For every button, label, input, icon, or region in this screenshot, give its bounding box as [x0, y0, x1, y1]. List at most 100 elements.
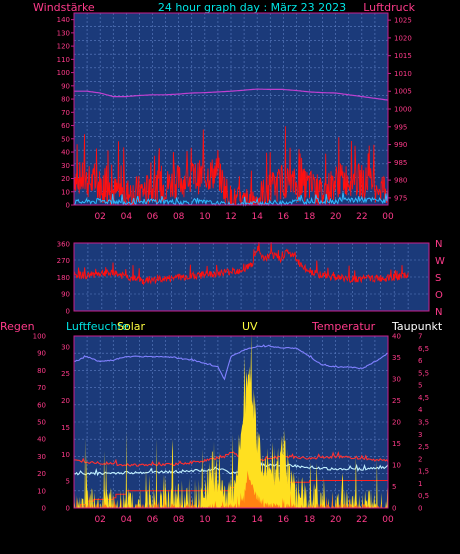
windstaerke-label: Windstärke [33, 1, 95, 14]
uv-tick-label: 6,5 [418, 345, 429, 353]
hour-tick-label: 00 [382, 212, 394, 222]
temperature-tick-label: 25 [392, 397, 401, 405]
humidity-tick-label: 0 [66, 505, 70, 513]
luftdruck-label: Luftdruck [363, 1, 415, 14]
uv-tick-label: 0,5 [418, 492, 429, 500]
pressure-tick-label: 1010 [394, 70, 412, 78]
wind-tick-label: 110 [57, 56, 70, 64]
regen-label: Regen [0, 320, 35, 333]
humidity-line [74, 344, 389, 381]
hour-tick-label: 10 [199, 212, 211, 222]
humidity-tick-label: 30 [61, 343, 70, 351]
wind-tick-label: 130 [57, 29, 70, 37]
temperature-tick-label: 15 [392, 440, 401, 448]
temperature-tick-label: 40 [392, 333, 401, 341]
temperature-tick-label: 20 [392, 419, 401, 427]
panel-frames [73, 12, 430, 509]
hour-tick-label: 04 [121, 515, 133, 525]
hour-tick-label: 14 [251, 515, 263, 525]
temperature-tick-label: 0 [392, 505, 396, 513]
hour-tick-label: 10 [199, 515, 211, 525]
wind-tick-label: 30 [61, 162, 70, 170]
uv-tick-label: 7 [418, 333, 422, 341]
pressure-tick-label: 1015 [394, 52, 412, 60]
hour-tick-label: 16 [278, 515, 290, 525]
grid-lines [74, 13, 429, 508]
wind-tick-label: 0 [66, 202, 70, 210]
pressure-line [74, 88, 389, 101]
hour-tick-label: 06 [147, 212, 159, 222]
series-layer [73, 88, 409, 509]
regen-tick-label: 70 [37, 384, 46, 392]
compass-n-label: N [435, 239, 442, 250]
temperature-tick-label: 35 [392, 354, 401, 362]
chart-title: 24 hour graph day : März 23 2023 [158, 1, 346, 14]
wind-tick-label: 20 [61, 175, 70, 183]
direction-tick-label: 360 [57, 240, 70, 248]
hour-tick-label: 02 [94, 515, 105, 525]
temperature-tick-label: 5 [392, 483, 396, 491]
uv-tick-label: 6 [418, 357, 423, 365]
uv-tick-label: 2 [418, 455, 422, 463]
wind-tick-label: 80 [61, 96, 70, 104]
hour-tick-label: 14 [251, 212, 263, 222]
direction-tick-label: 270 [57, 257, 70, 265]
hour-tick-label: 00 [382, 515, 394, 525]
hour-tick-label: 12 [225, 212, 236, 222]
pressure-tick-label: 975 [394, 194, 407, 202]
hour-tick-label: 08 [173, 212, 185, 222]
wind-tick-label: 10 [61, 188, 70, 196]
direction-tick-label: 0 [66, 308, 70, 316]
tick-labels: 0102030405060708090100110120130140975980… [33, 16, 445, 525]
hour-tick-label: 22 [356, 515, 367, 525]
uv-tick-label: 5,5 [418, 369, 429, 377]
uv-tick-label: 2,5 [418, 443, 429, 451]
regen-tick-label: 60 [37, 401, 46, 409]
humidity-tick-label: 25 [61, 370, 70, 378]
humidity-tick-label: 15 [61, 424, 70, 432]
hour-tick-label: 02 [94, 212, 105, 222]
regen-tick-label: 50 [37, 419, 46, 427]
wind-tick-label: 70 [61, 109, 70, 117]
wind-tick-label: 90 [61, 82, 70, 90]
solar-label: Solar [117, 320, 146, 333]
hour-tick-label: 12 [225, 515, 236, 525]
pressure-tick-label: 985 [394, 159, 407, 167]
hour-tick-label: 08 [173, 515, 185, 525]
panel-frame-1 [73, 242, 430, 312]
pressure-tick-label: 1000 [394, 106, 412, 114]
compass-o-label: O [435, 290, 443, 301]
pressure-tick-label: 1005 [394, 88, 412, 96]
hour-tick-label: 22 [356, 212, 367, 222]
pressure-tick-label: 1020 [394, 34, 412, 42]
wind-avg-line [74, 190, 389, 207]
regen-tick-label: 20 [37, 470, 46, 478]
hour-tick-label: 18 [304, 515, 316, 525]
wind-tick-label: 50 [61, 135, 70, 143]
uv-area [74, 470, 388, 508]
direction-tick-label: 180 [57, 274, 70, 282]
pressure-tick-label: 980 [394, 177, 407, 185]
uv-label: UV [242, 320, 258, 333]
compass-s-label: S [435, 273, 441, 284]
uv-tick-label: 4 [418, 406, 423, 414]
winddir-line [73, 242, 409, 286]
uv-tick-label: 3 [418, 431, 422, 439]
regen-tick-label: 90 [37, 350, 46, 358]
uv-tick-label: 5 [418, 382, 422, 390]
regen-tick-label: 80 [37, 367, 46, 375]
hour-tick-label: 18 [304, 212, 316, 222]
wind-tick-label: 60 [61, 122, 70, 130]
temperature-tick-label: 30 [392, 376, 401, 384]
hour-tick-label: 06 [147, 515, 159, 525]
wind-tick-label: 120 [57, 43, 70, 51]
taupunkt-label: Taupunkt [391, 320, 443, 333]
humidity-tick-label: 5 [66, 478, 70, 486]
hour-tick-label: 16 [278, 212, 290, 222]
hour-tick-label: 04 [121, 212, 133, 222]
regen-tick-label: 0 [42, 505, 46, 513]
regen-tick-label: 10 [37, 487, 46, 495]
uv-tick-label: 1 [418, 480, 422, 488]
regen-tick-label: 30 [37, 453, 46, 461]
